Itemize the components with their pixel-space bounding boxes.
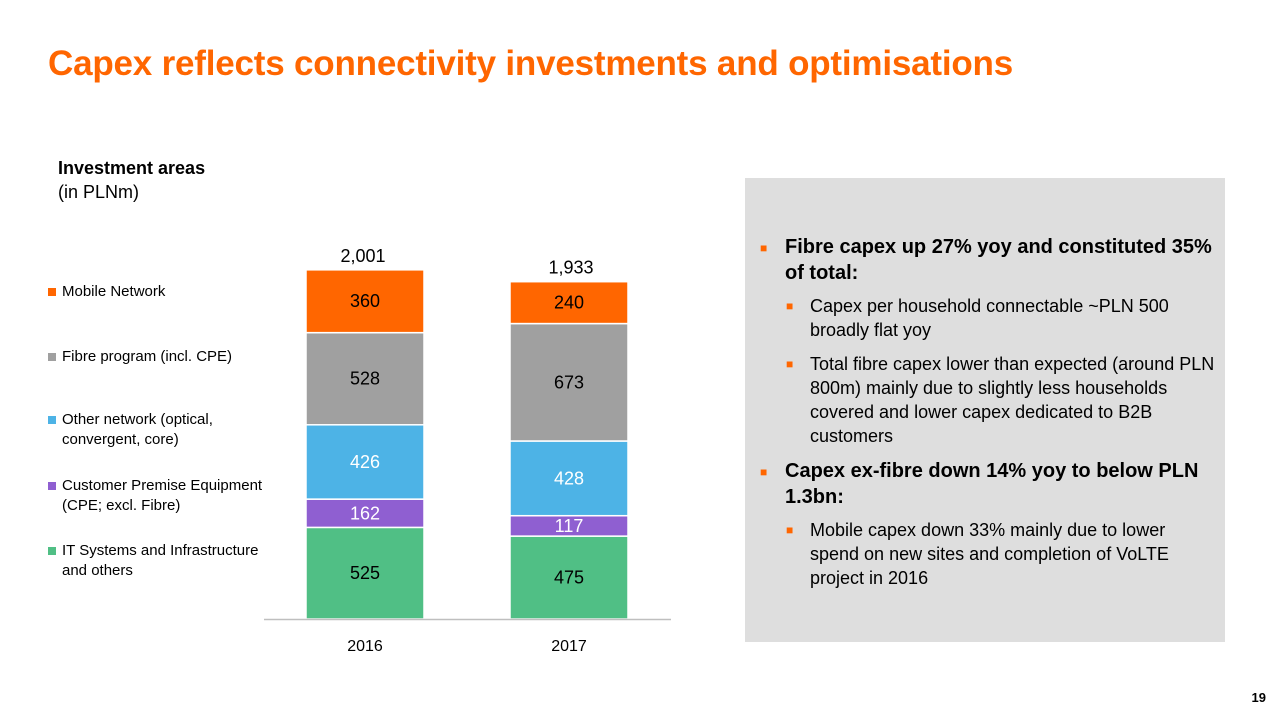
bullet-marker-icon: ■ <box>786 299 794 313</box>
legend-label: Mobile Network <box>62 283 166 300</box>
bar-segment <box>305 424 425 500</box>
legend-swatch <box>48 353 56 361</box>
data-label: 525 <box>350 563 380 583</box>
panel-sub-bullet-mobile: ■ Mobile capex down 33% mainly due to lo… <box>786 518 1215 590</box>
total-label: 1,933 <box>548 258 593 278</box>
x-tick-label: 2017 <box>551 638 587 655</box>
legend-swatch <box>48 482 56 490</box>
legend-item-mobile-network: Mobile Network <box>48 282 292 302</box>
panel-sub-bullet-household-text: Capex per household connectable ~PLN 500… <box>810 296 1169 340</box>
commentary-panel <box>745 178 1225 642</box>
data-label: 428 <box>554 468 584 488</box>
data-label: 426 <box>350 452 380 472</box>
bar-segment <box>509 280 629 325</box>
legend-label: Other network (optical, convergent, core… <box>62 411 213 448</box>
legend-label: Customer Premise Equipment (CPE; excl. F… <box>62 477 263 514</box>
legend-item-other-network: Other network (optical, convergent, core… <box>48 410 242 450</box>
page-number: 19 <box>1251 690 1266 705</box>
stacked-bar-chart: 525 162 426 528 360 2,001 2016 475 117 428 673 240 1… <box>264 246 671 655</box>
x-tick-label: 2016 <box>347 638 383 655</box>
legend-swatch <box>48 288 56 296</box>
bullet-marker-icon: ■ <box>786 357 794 371</box>
bar-segment <box>305 269 425 334</box>
data-label: 240 <box>554 293 584 313</box>
bar-segment <box>305 526 425 620</box>
panel-sub-bullet-mobile-text: Mobile capex down 33% mainly due to lowe… <box>810 520 1169 588</box>
panel-bullet-ex-fibre: ■ Capex ex-fibre down 14% yoy to below P… <box>760 458 1215 510</box>
data-label: 673 <box>554 372 584 392</box>
data-label: 117 <box>555 516 584 536</box>
bullet-marker-icon: ■ <box>760 465 768 479</box>
legend-swatch <box>48 416 56 424</box>
legend-item-fibre-program: Fibre program (incl. CPE) <box>48 347 292 367</box>
chart-subtitle: Investment areas (in PLNm) <box>58 156 205 204</box>
chart-subtitle-main: Investment areas <box>58 158 206 178</box>
data-label: 360 <box>350 291 380 311</box>
legend-swatch <box>48 547 56 555</box>
total-label: 2,001 <box>340 246 385 266</box>
data-label: 162 <box>350 503 380 523</box>
bullet-marker-icon: ■ <box>786 523 794 537</box>
legend-item-it-systems: IT Systems and Infrastructure and others <box>48 541 287 581</box>
chart-subtitle-unit: (in PLNm) <box>58 182 140 202</box>
bar-segment <box>509 440 629 517</box>
legend-label: Fibre program (incl. CPE) <box>62 348 233 365</box>
page-title: Capex reflects connectivity investments … <box>48 44 1013 83</box>
bar-segment <box>509 322 629 442</box>
legend-label: IT Systems and Infrastructure and others <box>62 542 259 579</box>
panel-bullet-ex-fibre-text: Capex ex-fibre down 14% yoy to below PLN… <box>785 460 1199 508</box>
data-label: 528 <box>350 369 380 389</box>
panel-sub-bullet-household: ■ Capex per household connectable ~PLN 5… <box>786 294 1215 342</box>
bar-segment <box>305 331 425 426</box>
panel-bullet-fibre: ■ Fibre capex up 27% yoy and constituted… <box>760 234 1215 286</box>
legend-item-customer-premise: Customer Premise Equipment (CPE; excl. F… <box>48 476 277 516</box>
panel-bullet-fibre-text: Fibre capex up 27% yoy and constituted 3… <box>785 236 1212 284</box>
bullet-marker-icon: ■ <box>760 241 768 255</box>
panel-sub-bullet-fibre-total: ■ Total fibre capex lower than expected … <box>786 352 1215 448</box>
data-label: 475 <box>554 568 584 588</box>
panel-sub-bullet-fibre-total-text: Total fibre capex lower than expected (a… <box>810 354 1215 446</box>
